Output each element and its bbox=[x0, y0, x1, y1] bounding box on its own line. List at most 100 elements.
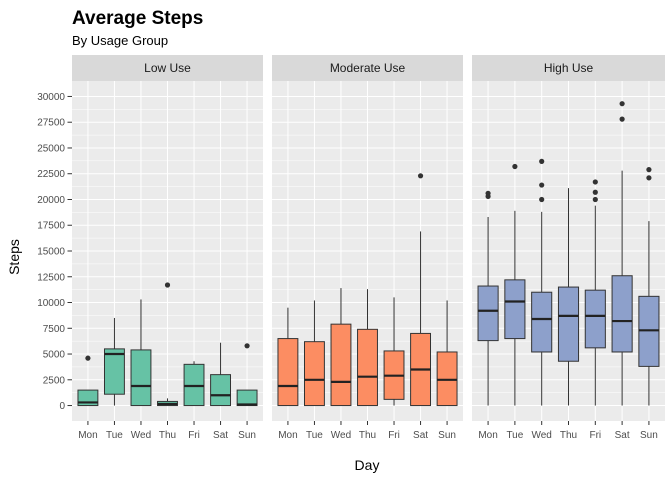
panel-high-use: High Use Mon Tue Wed Thu Fri Sat Sun bbox=[472, 55, 665, 441]
x-tick-label: Wed bbox=[131, 430, 151, 441]
outlier-point bbox=[539, 182, 545, 188]
outlier-point bbox=[592, 196, 598, 203]
outlier-point bbox=[592, 179, 598, 185]
box-body bbox=[303, 341, 325, 407]
box-sat bbox=[210, 342, 232, 407]
x-tick-label: Fri bbox=[388, 430, 400, 441]
box-body bbox=[477, 285, 499, 342]
box-fri bbox=[383, 297, 405, 406]
outlier-point bbox=[85, 355, 91, 361]
box-body bbox=[531, 291, 553, 353]
facet-strip bbox=[272, 55, 463, 81]
x-tick-label: Sat bbox=[615, 430, 630, 441]
outlier-point bbox=[619, 101, 625, 107]
box-body bbox=[611, 275, 633, 353]
box-sat bbox=[410, 173, 432, 407]
x-tick-label: Sat bbox=[213, 430, 228, 441]
outlier-point bbox=[646, 175, 652, 181]
y-tick-label: 10000 bbox=[37, 298, 65, 309]
box-body bbox=[236, 389, 258, 407]
x-tick-label: Sun bbox=[640, 430, 658, 441]
x-tick-label: Tue bbox=[306, 430, 323, 441]
outlier-point bbox=[646, 167, 652, 173]
box-sun bbox=[236, 343, 258, 407]
box-sat bbox=[611, 101, 633, 406]
y-tick-label: 15000 bbox=[37, 247, 65, 258]
box-thu bbox=[557, 188, 580, 406]
box-mon bbox=[277, 307, 299, 407]
y-tick-label: 2500 bbox=[43, 375, 66, 386]
y-tick-label: 20000 bbox=[37, 195, 65, 206]
y-axis-title: Steps bbox=[6, 239, 22, 275]
box-wed bbox=[130, 299, 152, 407]
outlier-point bbox=[417, 173, 424, 179]
outlier-point bbox=[539, 158, 545, 164]
x-tick-label: Thu bbox=[560, 430, 577, 441]
box-body bbox=[277, 338, 299, 407]
chart-subtitle: By Usage Group bbox=[72, 33, 168, 48]
x-tick-label: Mon bbox=[78, 430, 97, 441]
box-tue bbox=[504, 163, 526, 406]
y-tick-label: 22500 bbox=[37, 169, 65, 180]
x-tick-label: Wed bbox=[331, 430, 351, 441]
outlier-point bbox=[485, 190, 491, 196]
x-tick-label: Mon bbox=[478, 430, 497, 441]
x-tick-label: Thu bbox=[359, 430, 376, 441]
box-body bbox=[504, 279, 526, 340]
x-tick-label: Fri bbox=[188, 430, 200, 441]
x-tick-label: Mon bbox=[278, 430, 297, 441]
facet-strip-label: High Use bbox=[544, 61, 594, 75]
box-body bbox=[584, 289, 606, 349]
y-tick-label: 7500 bbox=[43, 324, 66, 335]
outlier-point bbox=[164, 282, 171, 288]
box-mon bbox=[477, 190, 499, 406]
y-tick-label: 17500 bbox=[37, 221, 65, 232]
x-tick-label: Sun bbox=[438, 430, 456, 441]
chart-title: Average Steps bbox=[72, 8, 203, 29]
box-fri bbox=[584, 179, 606, 406]
box-thu bbox=[157, 282, 178, 407]
box-tue bbox=[303, 300, 325, 407]
outlier-point bbox=[512, 163, 518, 170]
box-fri bbox=[183, 361, 205, 407]
outlier-point bbox=[619, 116, 625, 122]
x-tick-label: Sun bbox=[238, 430, 256, 441]
y-tick-label: 30000 bbox=[37, 92, 65, 103]
box-body bbox=[130, 349, 152, 407]
facet-strip bbox=[472, 55, 665, 81]
box-wed bbox=[531, 158, 553, 406]
y-tick-label: 0 bbox=[59, 401, 65, 412]
box-body bbox=[103, 348, 125, 395]
box-sun bbox=[638, 167, 660, 406]
x-tick-label: Tue bbox=[506, 430, 523, 441]
box-mon bbox=[77, 355, 99, 407]
facet-strip-label: Moderate Use bbox=[330, 61, 406, 75]
facet-strip-label: Low Use bbox=[144, 61, 191, 75]
box-body bbox=[330, 323, 352, 407]
outlier-point bbox=[592, 189, 598, 195]
x-tick-label: Sat bbox=[413, 430, 428, 441]
y-tick-label: 12500 bbox=[37, 272, 65, 283]
x-axis-title: Day bbox=[355, 457, 380, 473]
x-tick-label: Wed bbox=[531, 430, 551, 441]
y-tick-label: 5000 bbox=[43, 350, 66, 361]
box-body bbox=[210, 374, 232, 407]
panel-moderate-use: Moderate Use Mon Tue Wed Thu Fri Sat Sun bbox=[272, 55, 463, 441]
box-wed bbox=[330, 288, 352, 407]
y-axis: 0 2500 5000 7500 10000 12500 15000 17500 20000 22… bbox=[37, 92, 72, 412]
outlier-point bbox=[539, 196, 545, 203]
x-tick-label: Tue bbox=[106, 430, 123, 441]
y-tick-label: 25000 bbox=[37, 143, 65, 154]
facet-strip bbox=[72, 55, 263, 81]
x-tick-label: Thu bbox=[159, 430, 176, 441]
panel-low-use: Low Use Mon Tue Wed Thu Fri Sat Sun bbox=[72, 55, 263, 441]
box-tue bbox=[103, 317, 125, 406]
box-sun bbox=[436, 300, 458, 407]
outlier-point bbox=[244, 343, 250, 349]
box-body bbox=[357, 328, 378, 407]
box-body bbox=[557, 286, 580, 362]
x-tick-label: Fri bbox=[589, 430, 601, 441]
y-tick-label: 27500 bbox=[37, 118, 65, 129]
